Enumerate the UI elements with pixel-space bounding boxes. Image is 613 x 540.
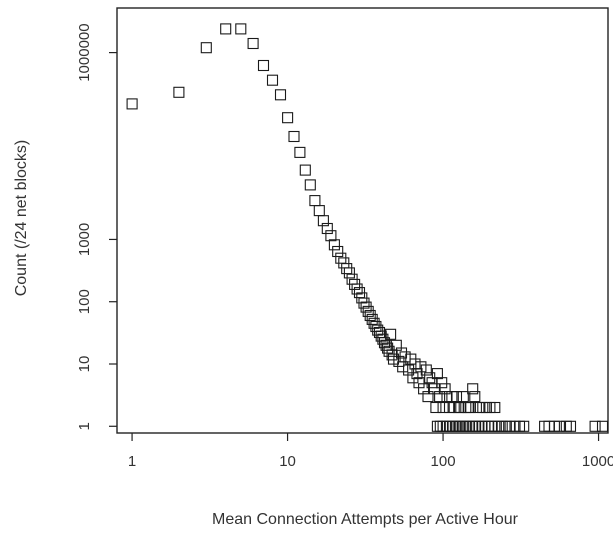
data-point [464,401,476,414]
data-point [383,345,395,357]
data-point [358,297,370,309]
data-point [200,42,212,54]
data-point [247,37,259,50]
data-point [482,420,494,432]
x-tick-label: 100 [431,453,456,470]
data-point [437,420,449,432]
data-point [309,195,321,207]
y-tick-label: 100 [76,289,93,314]
data-point [485,420,498,432]
axes: 1 10 100 1000 1 10 100 1000 1000000 [76,7,613,470]
data-point [439,383,451,395]
data-point [564,420,577,432]
data-point [467,383,479,395]
data-point [126,98,138,110]
y-axis-label: Count (/24 net blocks) [13,140,30,297]
data-point [539,420,551,432]
y-tick-label: 1 [76,422,93,430]
data-point [476,420,488,432]
data-point [257,59,270,72]
data-point [173,86,185,98]
data-point [343,267,355,279]
data-point [489,420,501,432]
data-point [477,401,489,414]
data-point [518,420,530,432]
data-point [362,305,374,317]
data-point [321,222,333,235]
data-point [325,230,337,242]
data-point [469,391,481,403]
data-point [366,313,378,325]
data-point [422,391,434,403]
data-point [313,205,325,217]
data-point [489,401,501,414]
data-point [418,383,430,395]
data-point [266,74,279,86]
data-point [328,239,340,251]
data-point [431,368,443,380]
data-point [282,112,294,124]
data-point [457,391,469,403]
data-point [299,164,311,176]
data-point [596,420,609,432]
data-point [479,420,491,432]
data-point [437,401,449,414]
x-tick-label: 1 [128,453,136,470]
x-axis-label: Mean Connection Attempts per Active Hour [212,511,519,528]
data-point [430,401,442,414]
data-point [473,420,485,432]
data-point [434,420,446,432]
data-point [493,420,505,432]
data-point [589,420,601,432]
data-point [360,301,372,313]
y-tick-label: 10 [76,356,93,373]
data-point [338,257,350,269]
x-tick-label: 10 [279,453,296,470]
data-point [420,364,432,376]
data-point [560,420,572,432]
y-tick-label: 1000 [76,223,93,256]
data-points [126,23,609,432]
data-point [341,263,353,275]
y-tick-label: 1000000 [76,23,93,81]
data-point [403,364,415,376]
data-point [235,23,247,35]
data-point [364,309,376,322]
data-point [288,130,300,143]
data-point [220,23,232,35]
data-point [496,420,508,432]
data-point [294,146,306,158]
data-point [385,328,397,340]
data-point [317,215,329,227]
data-point [462,401,474,414]
data-point [553,420,565,432]
data-point [332,245,344,258]
data-point [399,351,411,363]
data-point [450,391,463,403]
data-point [274,89,287,101]
x-tick-label: 1000 [582,453,613,470]
plot-frame [116,7,609,434]
data-point [411,368,423,380]
data-point [436,377,448,389]
data-point [395,347,408,359]
data-point [304,179,316,191]
